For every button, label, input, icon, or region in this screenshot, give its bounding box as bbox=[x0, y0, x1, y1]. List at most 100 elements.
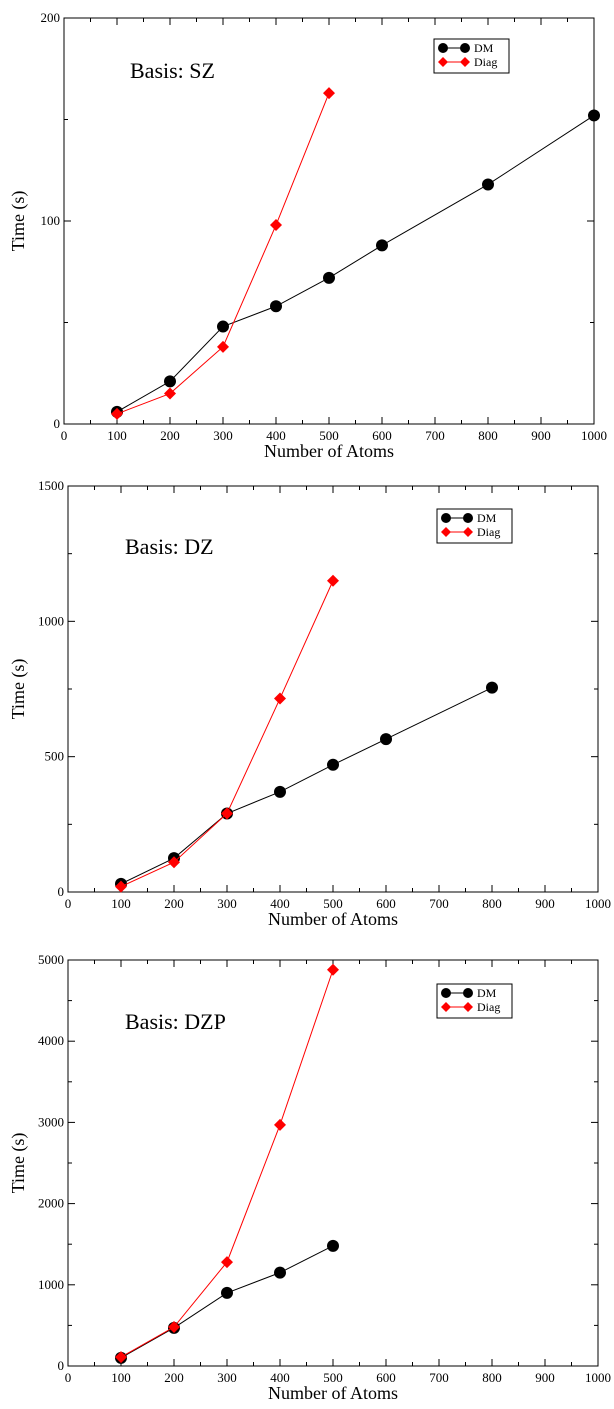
x-tick-label: 700 bbox=[429, 896, 449, 911]
x-tick-label: 200 bbox=[160, 428, 180, 443]
legend-label: DM bbox=[477, 511, 497, 525]
series-line-diag bbox=[120, 580, 334, 888]
x-tick-label: 600 bbox=[372, 428, 392, 443]
x-tick-label: 300 bbox=[217, 1370, 237, 1385]
x-tick-label: 0 bbox=[65, 896, 72, 911]
point-dm bbox=[270, 300, 282, 313]
x-tick-label: 900 bbox=[531, 428, 551, 443]
point-diag bbox=[111, 407, 123, 420]
point-dm bbox=[376, 239, 388, 252]
x-tick-label: 200 bbox=[164, 896, 184, 911]
point-diag bbox=[270, 219, 282, 232]
point-dm bbox=[274, 1266, 286, 1279]
point-diag bbox=[217, 340, 229, 353]
point-dm bbox=[588, 109, 600, 122]
x-tick-label: 0 bbox=[65, 1370, 72, 1385]
x-tick-label: 700 bbox=[429, 1370, 449, 1385]
x-tick-label: 800 bbox=[482, 896, 502, 911]
x-tick-label: 100 bbox=[111, 1370, 131, 1385]
x-tick-label: 100 bbox=[107, 428, 127, 443]
y-tick-label: 0 bbox=[58, 1358, 65, 1373]
point-dm bbox=[486, 681, 498, 694]
x-tick-label: 1000 bbox=[585, 1370, 611, 1385]
legend-label: Diag bbox=[477, 1000, 500, 1014]
y-tick-label: 4000 bbox=[38, 1033, 64, 1048]
legend-marker bbox=[463, 527, 473, 537]
legend-label: DM bbox=[477, 986, 497, 1000]
point-diag bbox=[115, 1351, 127, 1364]
y-tick-label: 200 bbox=[41, 10, 61, 25]
legend-label: DM bbox=[474, 41, 494, 55]
point-dm bbox=[327, 758, 339, 771]
y-tick-label: 1000 bbox=[38, 613, 64, 628]
x-tick-label: 900 bbox=[535, 896, 555, 911]
x-tick-label: 800 bbox=[482, 1370, 502, 1385]
y-axis-title: Time (s) bbox=[8, 191, 29, 252]
y-tick-label: 0 bbox=[54, 416, 61, 431]
legend-label: Diag bbox=[474, 55, 497, 69]
series-line-diag bbox=[116, 92, 330, 415]
basis-annotation: Basis: SZ bbox=[130, 58, 215, 83]
point-dm bbox=[482, 178, 494, 191]
x-tick-label: 200 bbox=[164, 1370, 184, 1385]
x-tick-label: 500 bbox=[319, 428, 339, 443]
legend-label: Diag bbox=[477, 525, 500, 539]
point-diag bbox=[221, 807, 233, 820]
point-diag bbox=[221, 1256, 233, 1269]
legend-marker bbox=[441, 527, 451, 537]
x-tick-label: 400 bbox=[270, 1370, 290, 1385]
x-tick-label: 900 bbox=[535, 1370, 555, 1385]
point-dm bbox=[327, 1239, 339, 1252]
y-tick-label: 500 bbox=[45, 749, 65, 764]
point-diag bbox=[323, 87, 335, 100]
x-tick-label: 1000 bbox=[581, 428, 607, 443]
point-dm bbox=[380, 733, 392, 746]
x-tick-label: 500 bbox=[323, 1370, 343, 1385]
x-axis-title: Number of Atoms bbox=[268, 909, 398, 929]
point-diag bbox=[327, 574, 339, 587]
x-tick-label: 500 bbox=[323, 896, 343, 911]
point-dm bbox=[323, 271, 335, 284]
x-tick-label: 300 bbox=[213, 428, 233, 443]
point-diag bbox=[115, 880, 127, 893]
y-tick-label: 1500 bbox=[38, 478, 64, 493]
basis-annotation: Basis: DZ bbox=[125, 534, 214, 559]
y-tick-label: 2000 bbox=[38, 1196, 64, 1211]
x-tick-label: 400 bbox=[270, 896, 290, 911]
point-diag bbox=[327, 963, 339, 976]
y-tick-label: 5000 bbox=[38, 952, 64, 967]
chart-panel-1: 0 100 200 300 400 500 600 700 800 900 1000 0 100 200 N… bbox=[8, 10, 607, 461]
y-tick-label: 1000 bbox=[38, 1277, 64, 1292]
chart-panel-2: 0 100 200 300 400 500 600 700 800 900 1000 0 500 1000… bbox=[8, 478, 611, 929]
chart-panel-3: 0 100 200 300 400 500 600 700 800 900 1000 0 1000 200… bbox=[8, 952, 611, 1403]
x-axis-title: Number of Atoms bbox=[264, 441, 394, 461]
y-axis-title: Time (s) bbox=[8, 659, 29, 720]
x-tick-label: 300 bbox=[217, 896, 237, 911]
point-diag bbox=[164, 387, 176, 400]
x-tick-label: 600 bbox=[376, 896, 396, 911]
y-tick-label: 100 bbox=[41, 213, 61, 228]
legend-marker bbox=[460, 57, 470, 67]
x-tick-label: 800 bbox=[478, 428, 498, 443]
point-diag bbox=[274, 692, 286, 705]
legend-marker bbox=[438, 57, 448, 67]
point-dm bbox=[217, 320, 229, 333]
legend-marker bbox=[463, 513, 473, 523]
legend-marker bbox=[463, 988, 473, 998]
x-tick-label: 0 bbox=[61, 428, 68, 443]
y-tick-label: 0 bbox=[58, 884, 65, 899]
series-line-dm bbox=[116, 115, 595, 413]
legend-marker bbox=[463, 1002, 473, 1012]
point-diag bbox=[168, 1321, 180, 1334]
legend-marker bbox=[441, 1002, 451, 1012]
point-diag bbox=[168, 856, 180, 869]
y-axis-title: Time (s) bbox=[8, 1133, 29, 1194]
legend-marker bbox=[438, 43, 448, 53]
point-diag bbox=[274, 1118, 286, 1131]
basis-annotation: Basis: DZP bbox=[125, 1009, 226, 1034]
legend-marker bbox=[441, 988, 451, 998]
x-tick-label: 400 bbox=[266, 428, 286, 443]
